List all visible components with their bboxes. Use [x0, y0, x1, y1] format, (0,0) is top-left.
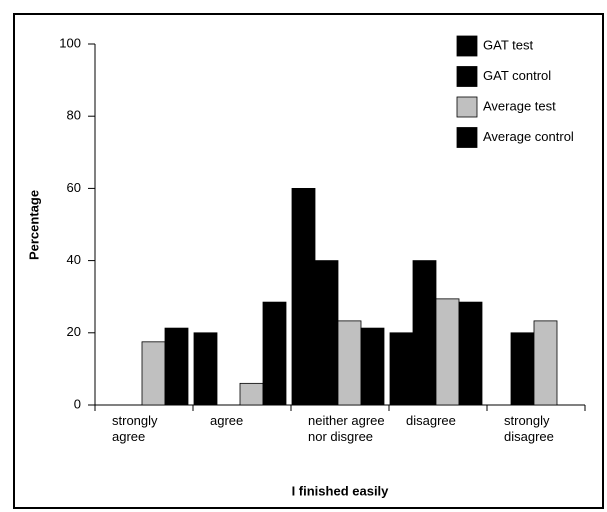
bar — [262, 301, 287, 406]
bar — [412, 260, 437, 406]
x-tick-label: disagree — [406, 413, 456, 428]
x-axis-title: I finished easily — [292, 483, 390, 498]
legend-swatch — [456, 96, 478, 118]
bar — [164, 327, 189, 406]
x-tick-label: strongly disagree — [504, 413, 554, 444]
bar — [141, 341, 166, 406]
x-tick-label: neither agree nor disgree — [308, 413, 385, 444]
frame — [13, 13, 604, 509]
x-tick-label: agree — [210, 413, 244, 428]
legend-swatch — [456, 66, 478, 87]
bar — [435, 298, 460, 406]
y-tick-label: 20 — [67, 324, 81, 339]
x-tick-label: strongly agree — [112, 413, 158, 444]
legend-label: Average test — [483, 98, 556, 113]
bar — [510, 332, 535, 406]
bar — [314, 260, 339, 406]
legend-swatch — [456, 127, 478, 148]
bar — [389, 332, 414, 406]
legend-swatch — [456, 35, 478, 57]
y-tick-label: 40 — [67, 252, 81, 267]
bar — [458, 301, 483, 406]
legend-label: GAT test — [483, 37, 533, 52]
bar — [337, 320, 362, 406]
y-tick-label: 60 — [67, 180, 81, 195]
legend-label: GAT control — [483, 68, 551, 83]
y-tick-label: 100 — [59, 35, 81, 50]
bar — [239, 382, 264, 406]
y-tick-label: 80 — [67, 108, 81, 123]
y-axis-title: Percentage — [26, 190, 41, 260]
bar — [533, 320, 558, 406]
bar — [360, 327, 385, 406]
y-tick-label: 0 — [74, 396, 81, 411]
bar — [291, 187, 316, 406]
legend-label: Average control — [483, 129, 574, 144]
bar — [193, 332, 218, 406]
